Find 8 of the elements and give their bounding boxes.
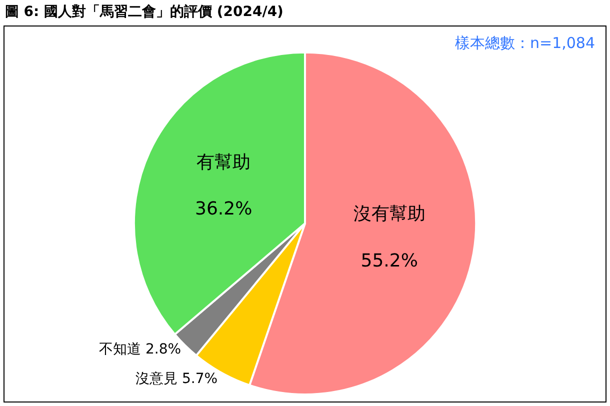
slice-label: 不知道 2.8% [99, 341, 182, 358]
chart-title: 圖 6: 國人對「馬習二會」的評價 (2024/4) [4, 2, 284, 20]
data-label: 36.2% [194, 198, 252, 220]
slice-label: 有幫助 [196, 152, 251, 173]
slice-label: 沒意見 5.7% [136, 370, 218, 387]
text: 樣本總數：n=1,084 [455, 34, 596, 52]
slice-label: 沒有幫助 [353, 204, 426, 225]
data-label: 55.2% [360, 250, 418, 272]
